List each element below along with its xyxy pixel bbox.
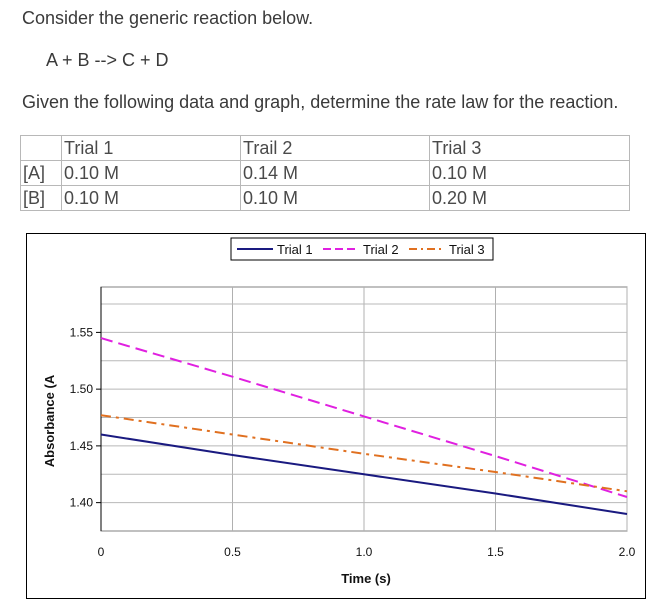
series-line xyxy=(100,433,628,515)
table-cell: 0.14 M xyxy=(240,160,430,186)
y-tick-label: 1.45 xyxy=(70,439,94,453)
legend-label: Trial 1 xyxy=(277,242,313,257)
table-header-row: Trial 1 Trail 2 Trial 3 xyxy=(20,135,630,161)
table-row: [B] 0.10 M 0.10 M 0.20 M xyxy=(20,185,630,211)
table-cell: 0.10 M xyxy=(61,185,241,211)
intro-text: Consider the generic reaction below. xyxy=(22,8,314,28)
y-tick-label: 1.40 xyxy=(70,496,94,510)
x-axis-title: Time (s) xyxy=(341,571,391,586)
absorbance-chart: 0 0.5 1.0 1.5 2.0 1.40 1.45 1.50 1.55 Time (s) Abs… xyxy=(26,233,646,599)
legend-label: Trial 3 xyxy=(449,242,485,257)
y-tick-label: 1.55 xyxy=(70,325,94,339)
x-tick-label: 1.5 xyxy=(487,545,504,559)
question-text: Given the following data and graph, dete… xyxy=(22,92,619,112)
table-row-label: [B] xyxy=(20,185,62,211)
legend-box xyxy=(230,237,494,261)
table-header-cell xyxy=(20,135,62,161)
y-axis-title: Absorbance (A xyxy=(42,374,57,467)
table-row-label: [A] xyxy=(20,160,62,186)
series-line xyxy=(100,337,628,498)
concentration-table: Trial 1 Trail 2 Trial 3 [A] 0.10 M 0.14 … xyxy=(20,135,630,211)
reaction-equation: A + B --> C + D xyxy=(46,50,169,70)
x-tick-label: 0.5 xyxy=(224,545,241,559)
table-header-cell: Trial 1 xyxy=(61,135,241,161)
table-header-cell: Trial 3 xyxy=(429,135,630,161)
table-row: [A] 0.10 M 0.14 M 0.10 M xyxy=(20,160,630,186)
x-tick-label: 0 xyxy=(98,545,105,559)
table-cell: 0.20 M xyxy=(429,185,630,211)
y-tick-label: 1.50 xyxy=(70,382,94,396)
x-tick-label: 1.0 xyxy=(356,545,373,559)
table-cell: 0.10 M xyxy=(61,160,241,186)
legend-label: Trial 2 xyxy=(363,242,399,257)
series-line xyxy=(100,414,628,493)
chart-canvas: 0 0.5 1.0 1.5 2.0 1.40 1.45 1.50 1.55 Time (s) Abs… xyxy=(42,237,636,586)
table-header-cell: Trail 2 xyxy=(240,135,430,161)
table-cell: 0.10 M xyxy=(240,185,430,211)
table-cell: 0.10 M xyxy=(429,160,630,186)
x-tick-label: 2.0 xyxy=(619,545,636,559)
